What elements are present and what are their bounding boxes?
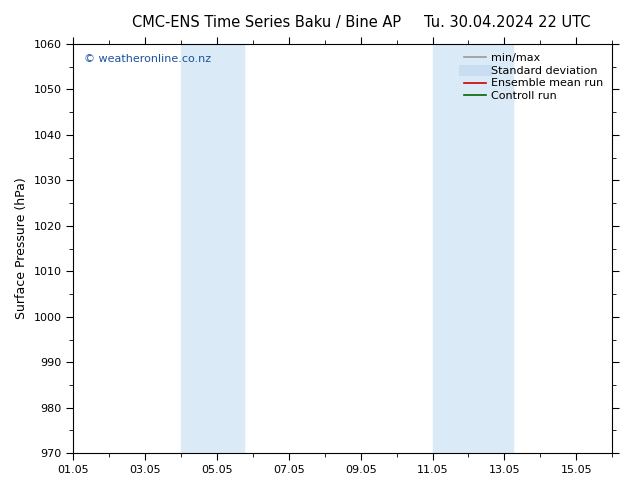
Text: CMC-ENS Time Series Baku / Bine AP: CMC-ENS Time Series Baku / Bine AP [132,15,401,30]
Text: © weatheronline.co.nz: © weatheronline.co.nz [84,54,211,64]
Bar [181,44,244,453]
Y-axis label: Surface Pressure (hPa): Surface Pressure (hPa) [15,178,28,319]
Legend: min/max, Standard deviation, Ensemble mean run, Controll run: min/max, Standard deviation, Ensemble me… [461,49,607,104]
Bar [432,44,514,453]
Text: Tu. 30.04.2024 22 UTC: Tu. 30.04.2024 22 UTC [424,15,590,30]
